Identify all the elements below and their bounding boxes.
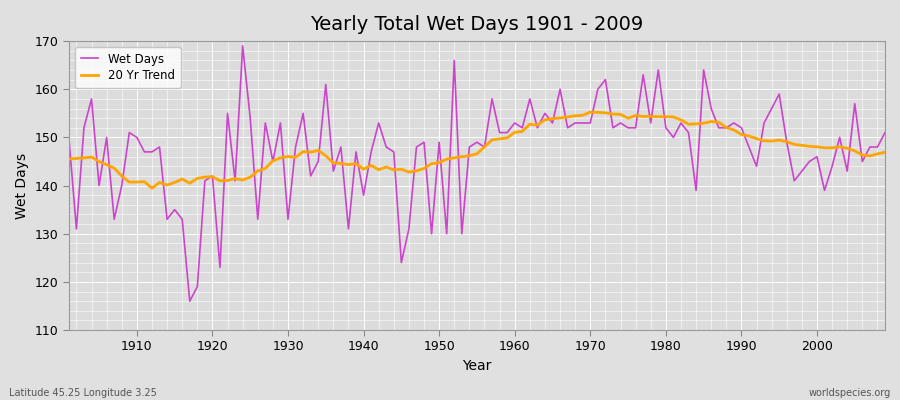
20 Yr Trend — [509, 130, 520, 135]
20 Yr Trend — [124, 180, 135, 184]
Wet Days — [517, 125, 527, 130]
20 Yr Trend — [879, 150, 890, 155]
Wet Days — [615, 120, 626, 125]
Wet Days — [238, 44, 248, 48]
Wet Days — [184, 299, 195, 304]
20 Yr Trend — [147, 186, 158, 191]
Wet Days — [525, 96, 535, 101]
Wet Days — [124, 130, 135, 135]
Title: Yearly Total Wet Days 1901 - 2009: Yearly Total Wet Days 1901 - 2009 — [310, 15, 644, 34]
X-axis label: Year: Year — [463, 359, 491, 373]
20 Yr Trend — [63, 157, 74, 162]
Wet Days — [879, 130, 890, 135]
Wet Days — [63, 135, 74, 140]
Text: worldspecies.org: worldspecies.org — [809, 388, 891, 398]
Line: 20 Yr Trend: 20 Yr Trend — [68, 112, 885, 188]
Line: Wet Days: Wet Days — [68, 46, 885, 301]
Text: Latitude 45.25 Longitude 3.25: Latitude 45.25 Longitude 3.25 — [9, 388, 157, 398]
20 Yr Trend — [343, 162, 354, 167]
20 Yr Trend — [298, 149, 309, 154]
20 Yr Trend — [585, 110, 596, 114]
Wet Days — [351, 150, 362, 154]
20 Yr Trend — [615, 112, 626, 117]
Wet Days — [305, 174, 316, 178]
Y-axis label: Wet Days: Wet Days — [15, 152, 29, 219]
20 Yr Trend — [517, 129, 527, 134]
Legend: Wet Days, 20 Yr Trend: Wet Days, 20 Yr Trend — [75, 47, 181, 88]
